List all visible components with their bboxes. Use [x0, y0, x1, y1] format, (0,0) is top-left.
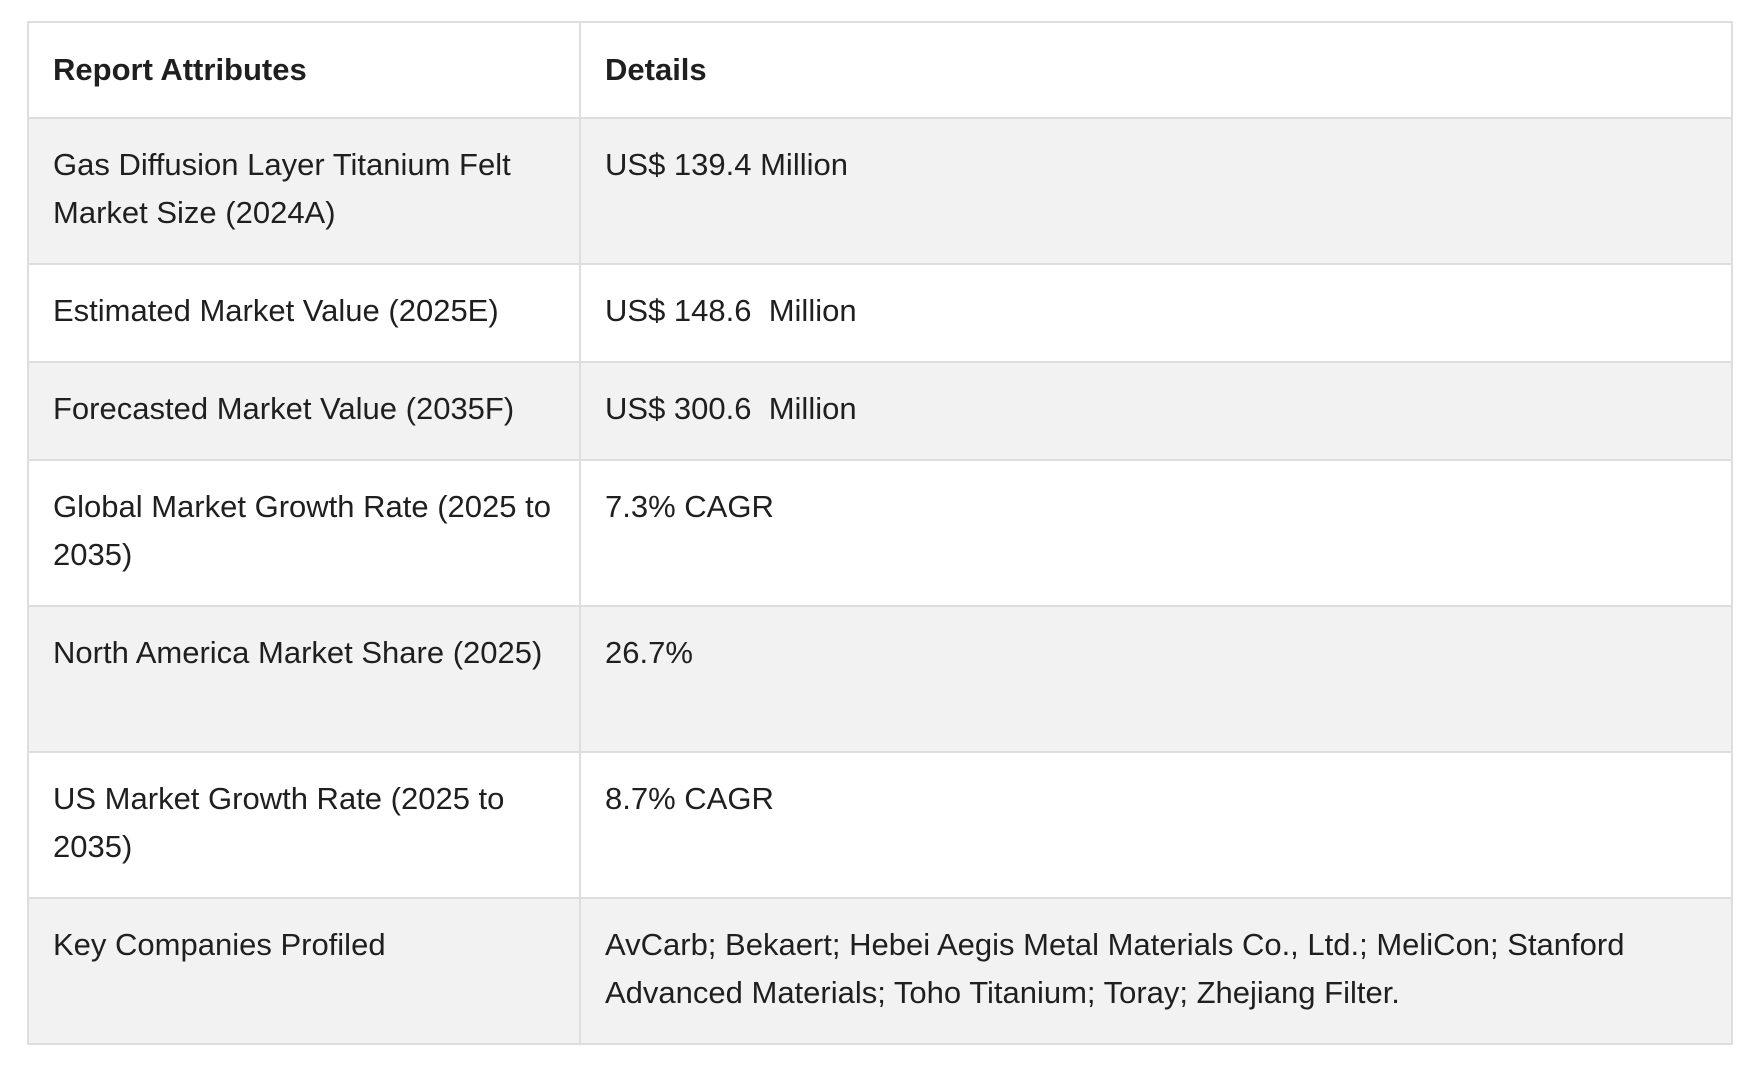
column-header-report-attributes: Report Attributes — [27, 21, 581, 119]
table-row: Gas Diffusion Layer Titanium Felt Market… — [27, 117, 1733, 265]
column-header-details: Details — [579, 21, 1733, 119]
table-header-row: Report Attributes Details — [27, 21, 1733, 119]
details-cell: US$ 300.6 Million — [579, 361, 1733, 461]
table-row: Key Companies Profiled AvCarb; Bekaert; … — [27, 897, 1733, 1045]
report-attributes-table: Report Attributes Details Gas Diffusion … — [27, 21, 1733, 1045]
table-row: Forecasted Market Value (2035F) US$ 300.… — [27, 361, 1733, 461]
details-cell: 26.7% — [579, 605, 1733, 753]
details-cell: AvCarb; Bekaert; Hebei Aegis Metal Mater… — [579, 897, 1733, 1045]
attribute-cell: Key Companies Profiled — [27, 897, 581, 1045]
details-cell: US$ 148.6 Million — [579, 263, 1733, 363]
attribute-cell: North America Market Share (2025) — [27, 605, 581, 753]
attribute-cell: Gas Diffusion Layer Titanium Felt Market… — [27, 117, 581, 265]
attribute-cell: US Market Growth Rate (2025 to 2035) — [27, 751, 581, 899]
attribute-cell: Estimated Market Value (2025E) — [27, 263, 581, 363]
table-row: Global Market Growth Rate (2025 to 2035)… — [27, 459, 1733, 607]
details-cell: US$ 139.4 Million — [579, 117, 1733, 265]
attribute-cell: Forecasted Market Value (2035F) — [27, 361, 581, 461]
table-row: Estimated Market Value (2025E) US$ 148.6… — [27, 263, 1733, 363]
attribute-cell: Global Market Growth Rate (2025 to 2035) — [27, 459, 581, 607]
details-cell: 7.3% CAGR — [579, 459, 1733, 607]
table-row: US Market Growth Rate (2025 to 2035) 8.7… — [27, 751, 1733, 899]
details-cell: 8.7% CAGR — [579, 751, 1733, 899]
table-row: North America Market Share (2025) 26.7% — [27, 605, 1733, 753]
